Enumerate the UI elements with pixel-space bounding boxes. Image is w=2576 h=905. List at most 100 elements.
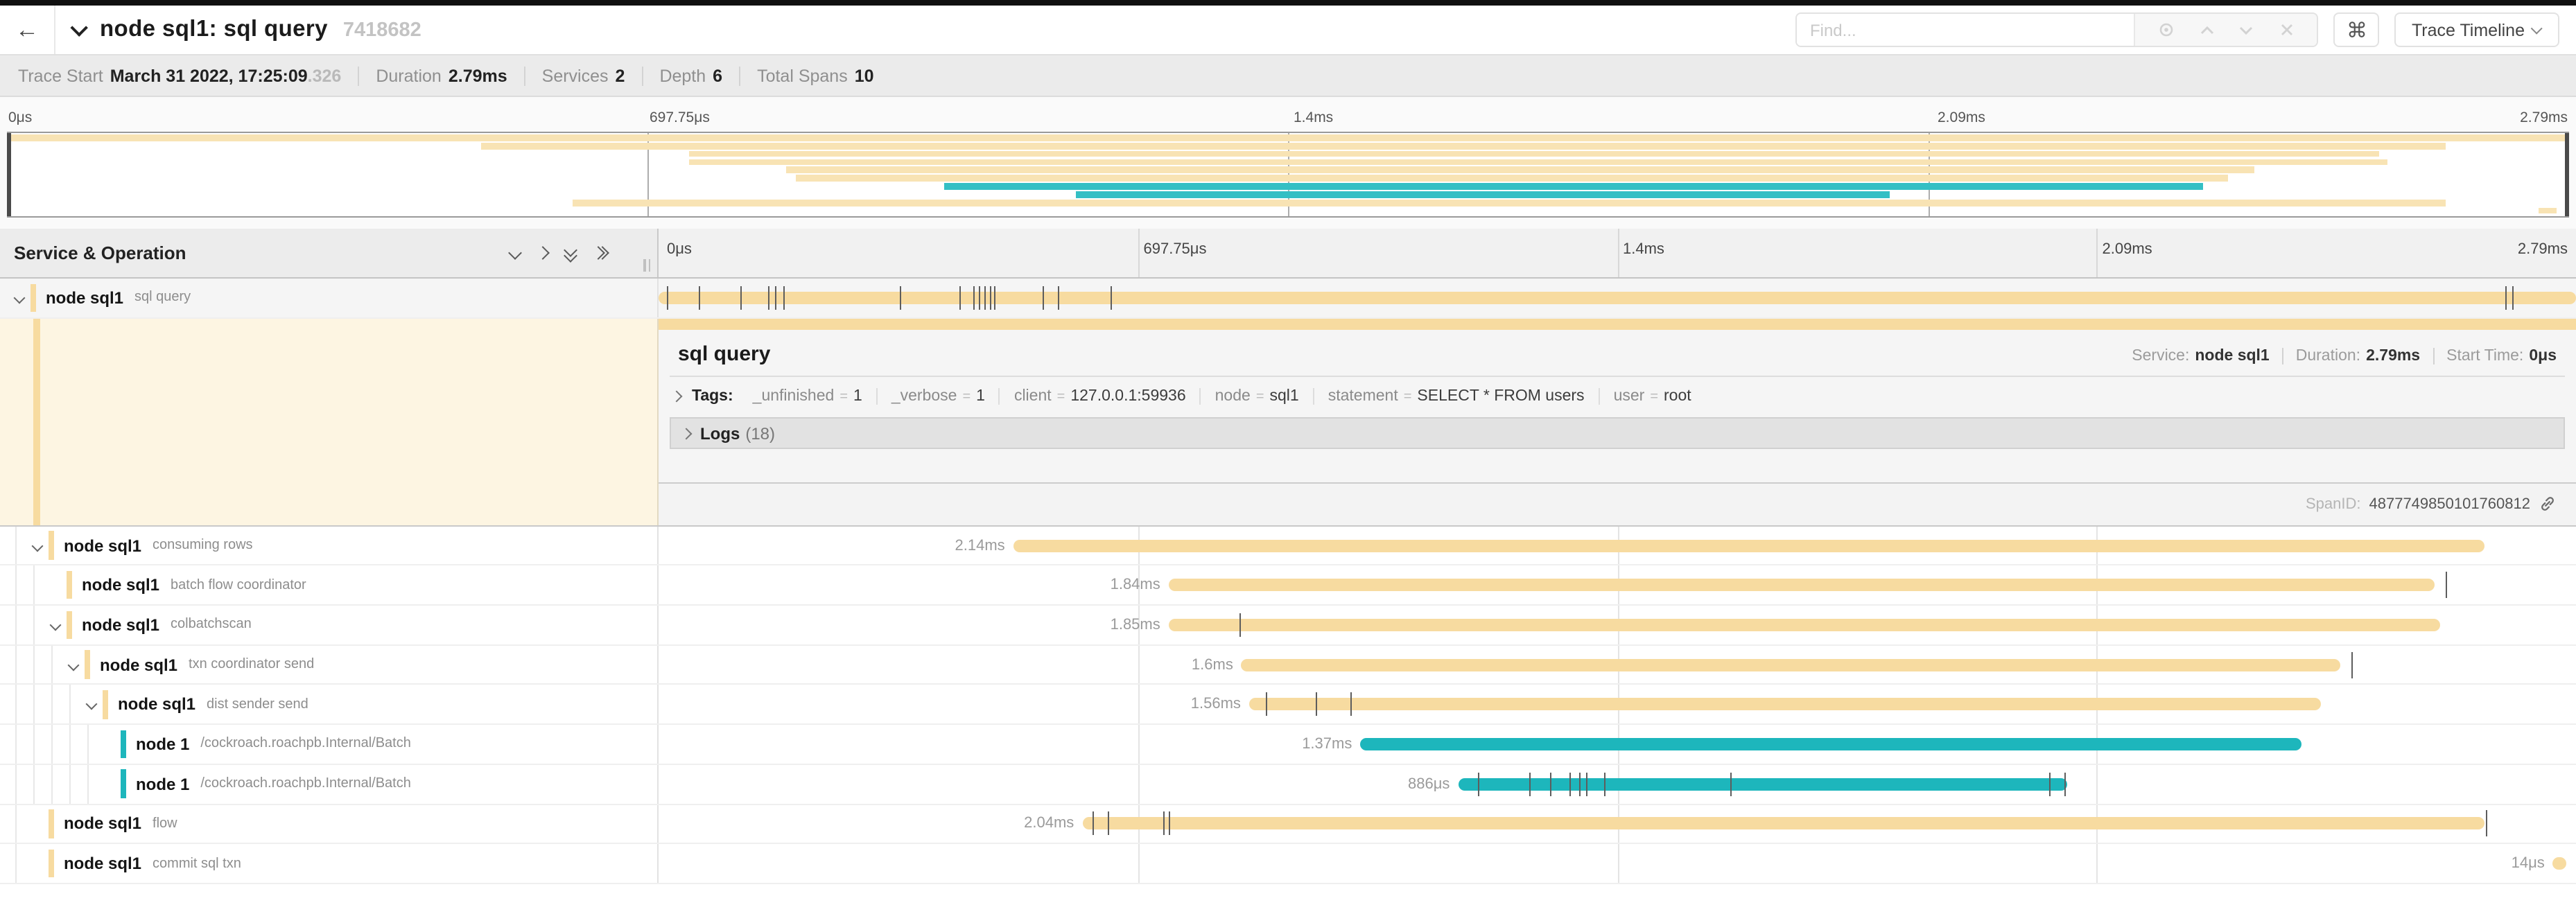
log-marker-tick[interactable]: [900, 285, 902, 310]
back-button[interactable]: ←: [0, 6, 55, 54]
deep-link-icon[interactable]: [2539, 495, 2557, 513]
next-match-icon[interactable]: [2236, 19, 2257, 40]
span-bar[interactable]: [1458, 777, 2068, 791]
span-tree-item[interactable]: node sql1 dist sender send: [0, 685, 659, 724]
span-timeline-cell[interactable]: 1.84ms: [659, 566, 2576, 604]
expander-chevron-icon[interactable]: [83, 698, 100, 711]
expander-chevron-icon[interactable]: [29, 539, 46, 552]
span-timeline-cell[interactable]: 1.56ms: [659, 685, 2576, 723]
span-row[interactable]: node sql1 txn coordinator send 1.6ms: [0, 645, 2576, 685]
collapse-trace-chevron-icon[interactable]: [70, 19, 88, 37]
span-row[interactable]: node sql1 flow 2.04ms: [0, 805, 2576, 845]
span-timeline-cell[interactable]: 886μs: [659, 765, 2576, 803]
log-marker-tick[interactable]: [1057, 285, 1059, 310]
log-marker-tick[interactable]: [1042, 285, 1044, 310]
minimap-canvas[interactable]: [7, 132, 2569, 218]
span-row[interactable]: node 1/cockroach.roachpb.Internal/Batch 8…: [0, 764, 2576, 805]
log-marker-tick[interactable]: [978, 285, 980, 310]
trace-timeline-view-button[interactable]: Trace Timeline: [2394, 12, 2559, 47]
span-tree-item[interactable]: node 1/cockroach.roachpb.Internal/Batch: [0, 764, 659, 803]
span-row[interactable]: node sql1 dist sender send 1.56ms: [0, 685, 2576, 726]
span-tree-item[interactable]: node 1/cockroach.roachpb.Internal/Batch: [0, 725, 659, 764]
tags-expander-icon[interactable]: [670, 390, 683, 403]
log-marker-tick[interactable]: [740, 285, 742, 310]
expander-chevron-icon[interactable]: [47, 619, 64, 631]
span-row[interactable]: node sql1 consuming rows 2.14ms: [0, 526, 2576, 566]
span-tree-item[interactable]: node sql1 consuming rows: [0, 526, 659, 565]
log-marker-tick[interactable]: [783, 285, 785, 310]
log-marker-tick[interactable]: [775, 285, 777, 310]
span-bar[interactable]: [1013, 539, 2484, 552]
span-bar[interactable]: [1241, 658, 2340, 671]
log-marker-tick[interactable]: [2485, 810, 2487, 837]
log-marker-tick[interactable]: [1529, 772, 1531, 796]
column-resizer-grip[interactable]: [643, 259, 650, 272]
log-marker-tick[interactable]: [1477, 772, 1479, 796]
log-marker-tick[interactable]: [1163, 811, 1165, 836]
find-input[interactable]: [1797, 14, 2134, 46]
minimap-right-handle[interactable]: [2565, 133, 2569, 216]
log-marker-tick[interactable]: [1569, 772, 1571, 796]
log-marker-tick[interactable]: [984, 285, 986, 310]
log-marker-tick[interactable]: [2505, 285, 2507, 310]
span-timeline-cell[interactable]: [659, 279, 2576, 317]
log-marker-tick[interactable]: [767, 285, 769, 310]
span-tree-item[interactable]: node sql1 batch flow coordinator: [0, 565, 659, 605]
log-marker-tick[interactable]: [2064, 772, 2066, 796]
span-detail-bar[interactable]: [659, 318, 2576, 331]
span-tree-item[interactable]: node sql1 sql query: [0, 279, 659, 317]
span-row[interactable]: node sql1 commit sql txn 14μs: [0, 844, 2576, 884]
span-row[interactable]: node 1/cockroach.roachpb.Internal/Batch 1…: [0, 725, 2576, 765]
log-marker-tick[interactable]: [2445, 572, 2447, 599]
tag-item[interactable]: node = sql1: [1199, 388, 1313, 405]
keyboard-shortcuts-button[interactable]: ⌘: [2333, 12, 2380, 47]
tag-item[interactable]: statement = SELECT * FROM users: [1312, 388, 1599, 405]
log-marker-tick[interactable]: [1550, 772, 1552, 796]
log-marker-tick[interactable]: [666, 285, 668, 310]
log-marker-tick[interactable]: [1730, 772, 1732, 796]
span-tree-item[interactable]: node sql1 commit sql txn: [0, 844, 659, 883]
span-timeline-cell[interactable]: 1.85ms: [659, 606, 2576, 644]
log-marker-tick[interactable]: [1350, 692, 1352, 717]
span-timeline-cell[interactable]: 2.04ms: [659, 805, 2576, 843]
tag-item[interactable]: _unfinished = 1: [739, 388, 876, 405]
span-tree-item[interactable]: node sql1 flow: [0, 805, 659, 843]
clear-find-icon[interactable]: [2276, 19, 2297, 40]
log-marker-tick[interactable]: [1578, 772, 1581, 796]
collapse-one-icon[interactable]: [508, 246, 522, 260]
span-tree-item[interactable]: node sql1 colbatchscan: [0, 606, 659, 644]
log-marker-tick[interactable]: [2512, 285, 2514, 310]
span-bar[interactable]: [1082, 817, 2484, 830]
prev-match-icon[interactable]: [2196, 19, 2217, 40]
tag-item[interactable]: _verbose = 1: [876, 388, 999, 405]
logs-expander-icon[interactable]: [680, 427, 693, 439]
log-marker-tick[interactable]: [973, 285, 975, 310]
tag-item[interactable]: user = root: [1598, 388, 1705, 405]
log-marker-tick[interactable]: [2351, 651, 2353, 678]
tags-title[interactable]: Tags:: [692, 388, 733, 405]
span-row[interactable]: node sql1 sql query: [0, 279, 2576, 319]
log-marker-tick[interactable]: [1316, 692, 1318, 717]
span-bar[interactable]: [1248, 698, 2322, 711]
minimap-left-handle[interactable]: [7, 133, 11, 216]
log-marker-tick[interactable]: [1603, 772, 1605, 796]
log-marker-tick[interactable]: [959, 285, 961, 310]
log-marker-tick[interactable]: [1239, 613, 1242, 637]
tag-item[interactable]: client = 127.0.0.1:59936: [998, 388, 1200, 405]
log-marker-tick[interactable]: [1107, 811, 1109, 836]
log-marker-tick[interactable]: [699, 285, 701, 310]
span-bar[interactable]: [659, 291, 2576, 304]
log-marker-tick[interactable]: [1092, 811, 1094, 836]
expander-chevron-icon[interactable]: [11, 292, 28, 304]
span-bar[interactable]: [2552, 857, 2567, 870]
expand-one-icon[interactable]: [536, 246, 550, 260]
span-tree-item[interactable]: node sql1 txn coordinator send: [0, 645, 659, 684]
logs-bar[interactable]: Logs (18): [670, 417, 2565, 450]
span-bar[interactable]: [1168, 579, 2435, 592]
span-bar[interactable]: [1360, 737, 2302, 750]
log-marker-tick[interactable]: [1266, 692, 1268, 717]
expander-chevron-icon[interactable]: [65, 658, 82, 671]
log-marker-tick[interactable]: [1168, 811, 1170, 836]
log-marker-tick[interactable]: [990, 285, 992, 310]
locate-icon[interactable]: [2157, 19, 2177, 40]
